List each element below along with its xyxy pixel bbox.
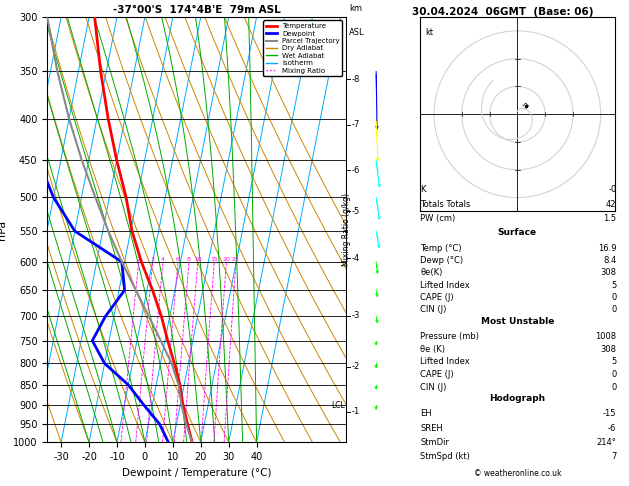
Text: CIN (J): CIN (J) <box>420 305 447 314</box>
Text: StmDir: StmDir <box>420 438 450 447</box>
Text: Dewp (°C): Dewp (°C) <box>420 256 464 265</box>
Text: Lifted Index: Lifted Index <box>420 281 470 290</box>
X-axis label: Dewpoint / Temperature (°C): Dewpoint / Temperature (°C) <box>122 468 271 478</box>
Text: -6: -6 <box>351 166 360 175</box>
Text: θe(K): θe(K) <box>420 268 443 278</box>
Text: 3: 3 <box>151 257 155 262</box>
Text: 42: 42 <box>606 200 616 208</box>
Text: 5: 5 <box>611 281 616 290</box>
Text: PW (cm): PW (cm) <box>420 214 455 223</box>
Title: -37°00'S  174°4B'E  79m ASL: -37°00'S 174°4B'E 79m ASL <box>113 5 281 15</box>
Text: Surface: Surface <box>498 228 537 237</box>
Text: -2: -2 <box>351 363 359 371</box>
Text: kt: kt <box>426 28 434 37</box>
Text: SREH: SREH <box>420 423 443 433</box>
Text: 308: 308 <box>601 268 616 278</box>
Text: CAPE (J): CAPE (J) <box>420 370 454 379</box>
Text: 1.5: 1.5 <box>603 214 616 223</box>
Text: 8.4: 8.4 <box>603 256 616 265</box>
Text: -7: -7 <box>351 120 360 129</box>
Text: -1: -1 <box>351 407 359 416</box>
Text: © weatheronline.co.uk: © weatheronline.co.uk <box>474 469 561 478</box>
Text: K: K <box>420 185 426 194</box>
Text: Temp (°C): Temp (°C) <box>420 244 462 253</box>
Text: Hodograph: Hodograph <box>489 394 545 403</box>
Text: -15: -15 <box>603 409 616 418</box>
Text: ASL: ASL <box>349 28 364 36</box>
Text: -0: -0 <box>608 185 616 194</box>
Text: 308: 308 <box>601 345 616 353</box>
Text: EH: EH <box>420 409 432 418</box>
Text: Totals Totals: Totals Totals <box>420 200 470 208</box>
Text: -4: -4 <box>351 254 359 263</box>
Text: LCL: LCL <box>331 400 345 410</box>
Text: 16.9: 16.9 <box>598 244 616 253</box>
Text: 7: 7 <box>611 452 616 461</box>
Text: 25: 25 <box>232 257 240 262</box>
Text: 30.04.2024  06GMT  (Base: 06): 30.04.2024 06GMT (Base: 06) <box>412 7 594 17</box>
Text: 6: 6 <box>176 257 180 262</box>
Text: 2: 2 <box>136 257 141 262</box>
Y-axis label: hPa: hPa <box>0 220 8 240</box>
Text: Mixing Ratio (g/kg): Mixing Ratio (g/kg) <box>342 193 351 266</box>
Text: CIN (J): CIN (J) <box>420 383 447 392</box>
Text: θe (K): θe (K) <box>420 345 445 353</box>
Text: 0: 0 <box>611 305 616 314</box>
Text: 1008: 1008 <box>595 332 616 341</box>
Text: 0: 0 <box>611 370 616 379</box>
Legend: Temperature, Dewpoint, Parcel Trajectory, Dry Adiabat, Wet Adiabat, Isotherm, Mi: Temperature, Dewpoint, Parcel Trajectory… <box>264 20 342 76</box>
Text: 5: 5 <box>611 357 616 366</box>
Text: 0: 0 <box>611 293 616 302</box>
Text: 8: 8 <box>187 257 191 262</box>
Text: -3: -3 <box>351 311 360 320</box>
Text: -5: -5 <box>351 207 359 216</box>
Text: CAPE (J): CAPE (J) <box>420 293 454 302</box>
Text: StmSpd (kt): StmSpd (kt) <box>420 452 470 461</box>
Text: 15: 15 <box>211 257 218 262</box>
Text: Most Unstable: Most Unstable <box>481 317 554 326</box>
Text: 0: 0 <box>611 383 616 392</box>
Text: Lifted Index: Lifted Index <box>420 357 470 366</box>
Text: 4: 4 <box>161 257 165 262</box>
Text: -8: -8 <box>351 75 360 84</box>
Text: Pressure (mb): Pressure (mb) <box>420 332 479 341</box>
Text: -6: -6 <box>608 423 616 433</box>
Text: 10: 10 <box>194 257 202 262</box>
Text: 214°: 214° <box>596 438 616 447</box>
Text: 20: 20 <box>223 257 230 262</box>
Text: km: km <box>349 4 362 13</box>
